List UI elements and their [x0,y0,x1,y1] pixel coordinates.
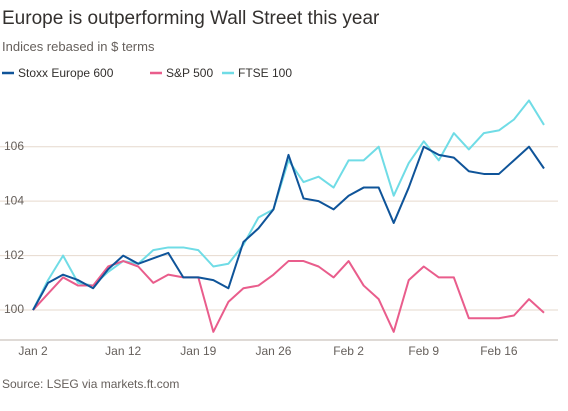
y-tick-label: 102 [4,248,24,262]
legend-label: Stoxx Europe 600 [18,66,114,80]
y-tick-label: 100 [4,302,24,316]
legend-label: FTSE 100 [238,66,292,80]
series-line [32,260,545,333]
x-tick-label: Feb 2 [333,344,364,358]
x-tick-label: Feb 9 [408,344,439,358]
x-tick-label: Jan 2 [18,344,48,358]
grid: 100 102 104 106 Jan 2 Jan 12 Jan 19 Jan 26 Feb 2… [0,139,558,358]
x-tick-label: Feb 16 [480,344,518,358]
x-tick-label: Jan 19 [180,344,216,358]
legend-label: S&P 500 [166,66,213,80]
chart-subtitle: Indices rebased in $ terms [2,39,155,54]
legend: Stoxx Europe 600 S&P 500 FTSE 100 [2,66,292,80]
x-tick-label: Jan 12 [105,344,141,358]
series-line [32,145,545,311]
source: Source: LSEG via markets.ft.com [2,377,179,391]
y-tick-label: 104 [4,193,24,207]
plot [32,99,545,333]
series-line [32,99,545,311]
x-tick-label: Jan 26 [255,344,291,358]
y-tick-label: 106 [4,139,24,153]
chart-title: Europe is outperforming Wall Street this… [2,8,380,29]
